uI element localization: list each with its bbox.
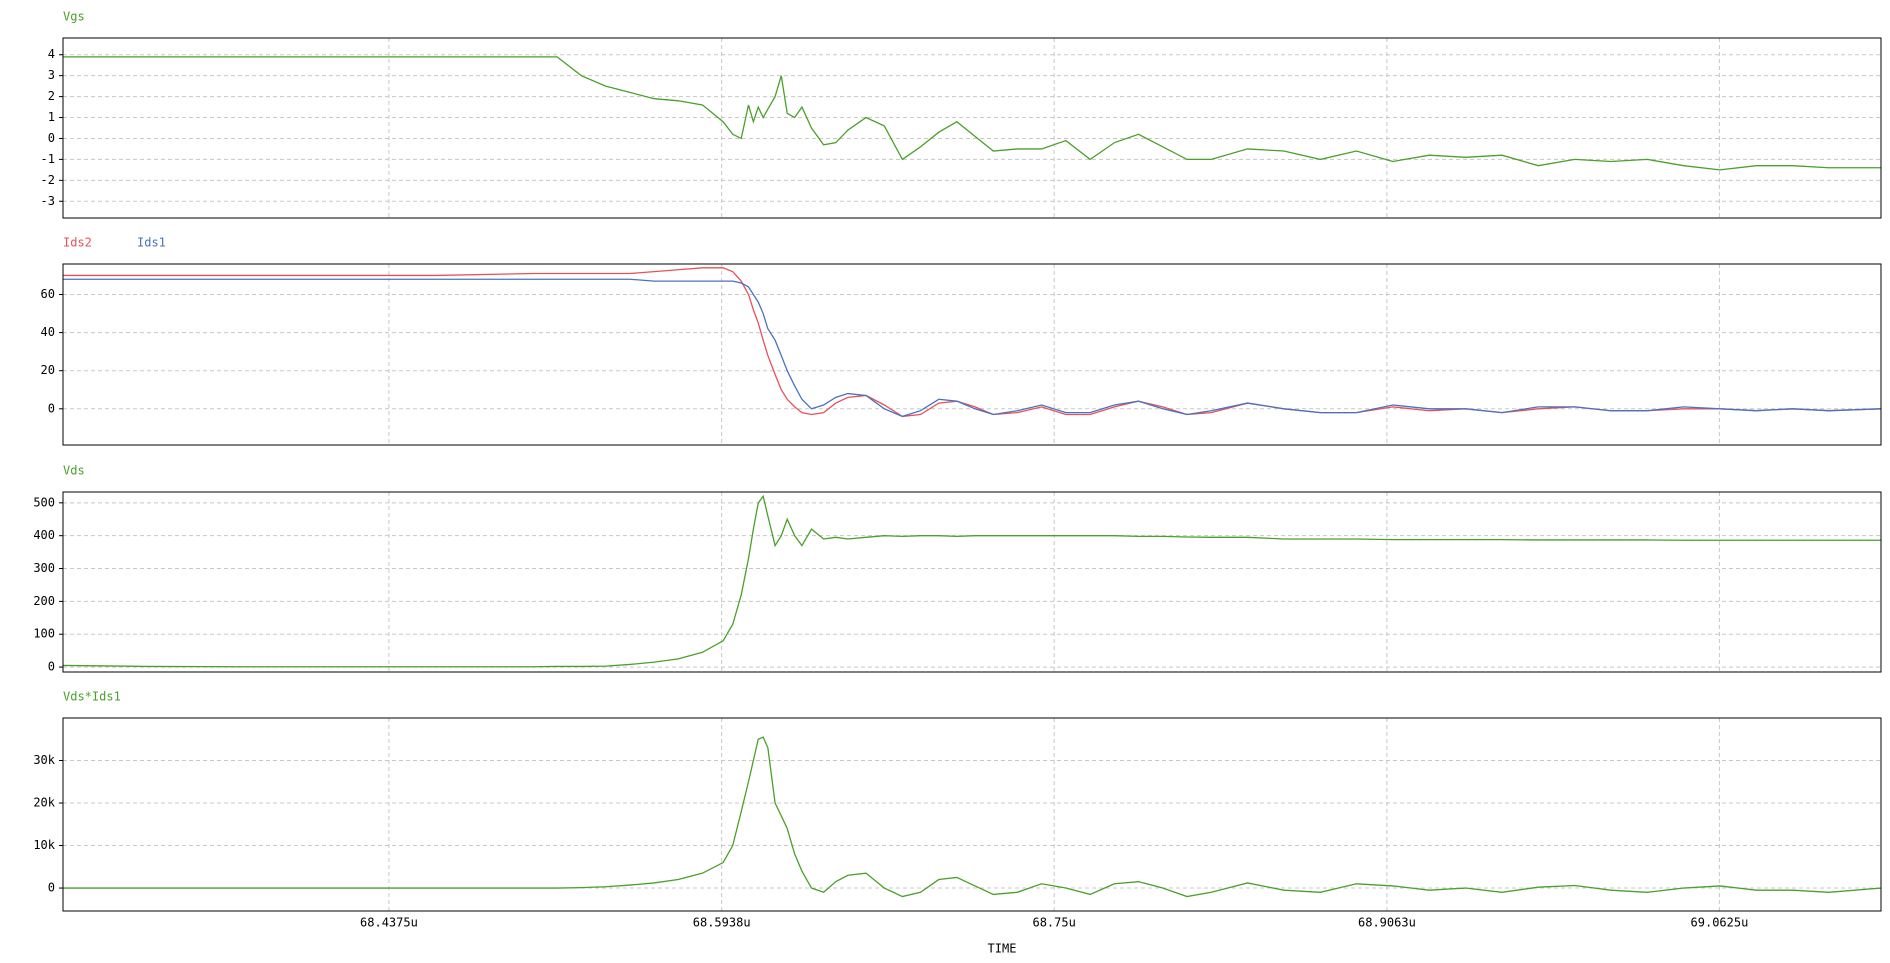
legend-entry: Ids2	[63, 236, 92, 250]
y-tick-label: 500	[33, 495, 55, 509]
y-tick-label: 3	[48, 68, 55, 82]
trace	[63, 56, 1881, 171]
x-tick-label: 68.75u	[1032, 916, 1075, 930]
x-tick-label: 68.4375u	[360, 916, 418, 930]
legend-entry: Vgs	[63, 10, 85, 24]
x-tick-label: 68.9063u	[1358, 916, 1416, 930]
y-tick-label: 0	[48, 881, 55, 895]
trace	[63, 736, 1882, 898]
y-tick-label: 20	[41, 363, 55, 377]
y-tick-label: 40	[41, 325, 55, 339]
legend-entry: Vds	[63, 464, 85, 478]
y-tick-label: 2	[48, 89, 55, 103]
plot-frame	[62, 491, 1882, 673]
trace	[63, 267, 1882, 418]
y-tick-label: 60	[41, 287, 55, 301]
y-tick-label: -3	[41, 194, 55, 208]
plot-frame	[62, 263, 1882, 446]
x-axis-label: TIME	[988, 942, 1017, 956]
y-tick-label: 0	[48, 401, 55, 415]
y-tick-label: 10k	[33, 838, 55, 852]
y-tick-label: 100	[33, 627, 55, 641]
plot-frame	[62, 37, 1882, 219]
y-tick-label: 0	[48, 660, 55, 674]
plot-frame	[62, 717, 1882, 912]
y-tick-label: 300	[33, 561, 55, 575]
y-tick-label: -1	[41, 152, 55, 166]
y-tick-label: 20k	[33, 796, 55, 810]
y-tick-label: -2	[41, 173, 55, 187]
x-tick-label: 68.5938u	[693, 916, 751, 930]
trace	[63, 278, 1882, 418]
y-tick-label: 1	[48, 110, 55, 124]
y-tick-label: 200	[33, 594, 55, 608]
y-tick-label: 400	[33, 528, 55, 542]
x-tick-label: 69.0625u	[1691, 916, 1749, 930]
y-tick-label: 4	[48, 47, 55, 61]
y-tick-label: 0	[48, 131, 55, 145]
y-tick-label: 30k	[33, 753, 55, 767]
trace	[62, 494, 1881, 668]
legend-entry: Vds*Ids1	[63, 690, 121, 704]
legend-entry: Ids1	[137, 236, 166, 250]
